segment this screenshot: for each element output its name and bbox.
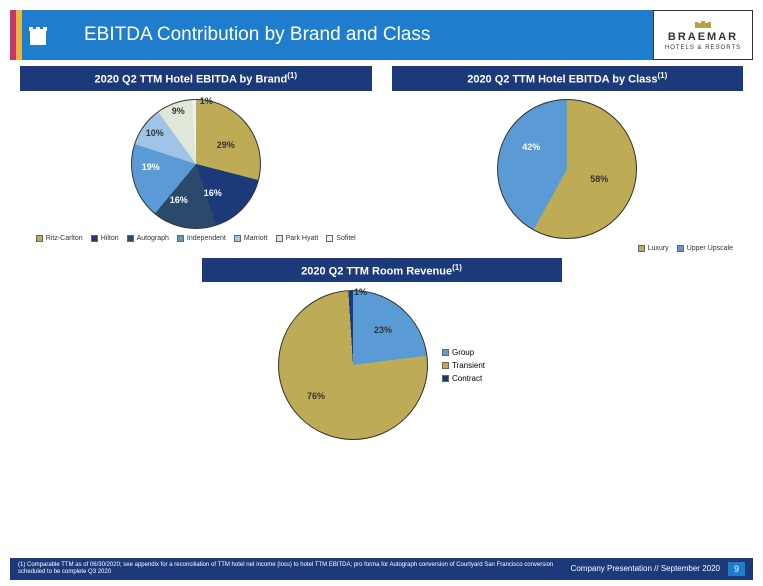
revenue-pie: 23% 76% 1% — [278, 290, 428, 440]
revenue-chart-title-text: 2020 Q2 TTM Room Revenue — [301, 265, 452, 277]
legend-label: Group — [452, 348, 474, 357]
class-chart-title-text: 2020 Q2 TTM Hotel EBITDA by Class — [467, 74, 657, 86]
brand-legend: Ritz-Carlton Hilton Autograph Independent Ma… — [20, 233, 372, 248]
class-chart-sup: (1) — [658, 71, 668, 80]
footer-note: (1) Comparable TTM as of 06/30/2020; see… — [18, 562, 571, 576]
top-charts-row: 2020 Q2 TTM Hotel EBITDA by Brand(1) 29%… — [0, 66, 763, 258]
pie-slice-label: 1% — [354, 287, 367, 297]
legend-label: Luxury — [648, 245, 669, 252]
legend-item: Upper Upscale — [677, 245, 733, 252]
class-chart-col: 2020 Q2 TTM Hotel EBITDA by Class(1) 58%… — [392, 66, 744, 258]
page-title: EBITDA Contribution by Brand and Class — [66, 10, 653, 60]
legend-item: Luxury — [638, 245, 669, 252]
pie-slice-label: 19% — [142, 162, 160, 172]
legend-label: Transient — [452, 361, 485, 370]
pie-slice-label: 10% — [146, 128, 164, 138]
brand-chart-sup: (1) — [287, 71, 297, 80]
legend-label: Sofitel — [336, 235, 355, 242]
pie-slice-label: 23% — [374, 325, 392, 335]
legend-item: Park Hyatt — [276, 235, 319, 242]
pie-slice-label: 16% — [204, 188, 222, 198]
footer-right-text: Company Presentation // September 2020 — [571, 564, 720, 573]
pie-slice-label: 29% — [217, 140, 235, 150]
legend-item: Hilton — [91, 235, 119, 242]
company-sub: HOTELS & RESORTS — [665, 45, 741, 51]
legend-label: Independent — [187, 235, 226, 242]
brand-pie-wrap: 29% 16% 16% 19% 10% 9% 1% — [20, 91, 372, 233]
legend-label: Park Hyatt — [286, 235, 319, 242]
company-logo: BRAEMAR HOTELS & RESORTS — [653, 10, 753, 60]
legend-swatch — [638, 245, 645, 252]
legend-item: Marriott — [234, 235, 268, 242]
class-pie-wrap: 58% 42% — [392, 91, 744, 243]
footer: (1) Comparable TTM as of 06/30/2020; see… — [10, 558, 753, 580]
legend-swatch — [177, 235, 184, 242]
brand-pie: 29% 16% 16% 19% 10% 9% 1% — [131, 99, 261, 229]
legend-label: Hilton — [101, 235, 119, 242]
revenue-legend: Group Transient Contract — [442, 348, 485, 383]
legend-swatch — [91, 235, 98, 242]
legend-item: Sofitel — [326, 235, 355, 242]
footer-right: Company Presentation // September 2020 9 — [571, 562, 745, 576]
legend-item: Transient — [442, 361, 485, 370]
legend-item: Contract — [442, 374, 485, 383]
company-name: BRAEMAR — [668, 31, 738, 43]
legend-swatch — [326, 235, 333, 242]
revenue-chart-sup: (1) — [452, 263, 462, 272]
brand-chart-title-text: 2020 Q2 TTM Hotel EBITDA by Brand — [94, 74, 287, 86]
legend-swatch — [677, 245, 684, 252]
pie-slice-label: 9% — [172, 106, 185, 116]
header: EBITDA Contribution by Brand and Class B… — [10, 10, 753, 60]
revenue-pie-wrap: 23% 76% 1% Group Transient Contract — [202, 282, 562, 448]
pie-slice-label: 1% — [200, 96, 213, 106]
legend-swatch — [442, 349, 449, 356]
revenue-row: 2020 Q2 TTM Room Revenue(1) 23% 76% 1% Gro… — [0, 258, 763, 449]
legend-item: Group — [442, 348, 485, 357]
legend-swatch — [234, 235, 241, 242]
legend-label: Contract — [452, 374, 482, 383]
legend-swatch — [36, 235, 43, 242]
class-legend: Luxury Upper Upscale — [392, 243, 744, 258]
brand-chart-title: 2020 Q2 TTM Hotel EBITDA by Brand(1) — [20, 66, 372, 91]
legend-swatch — [276, 235, 283, 242]
revenue-col: 2020 Q2 TTM Room Revenue(1) 23% 76% 1% Gro… — [202, 258, 562, 449]
legend-item: Ritz-Carlton — [36, 235, 83, 242]
legend-swatch — [127, 235, 134, 242]
revenue-chart-title: 2020 Q2 TTM Room Revenue(1) — [202, 258, 562, 283]
pie-slice-label: 76% — [307, 391, 325, 401]
legend-swatch — [442, 375, 449, 382]
legend-label: Ritz-Carlton — [46, 235, 83, 242]
legend-item: Independent — [177, 235, 226, 242]
legend-swatch — [442, 362, 449, 369]
page-number: 9 — [728, 562, 745, 576]
pie-slice-label: 16% — [170, 195, 188, 205]
class-chart-title: 2020 Q2 TTM Hotel EBITDA by Class(1) — [392, 66, 744, 91]
logo-icon — [10, 10, 66, 60]
legend-label: Autograph — [137, 235, 169, 242]
brand-chart-col: 2020 Q2 TTM Hotel EBITDA by Brand(1) 29%… — [20, 66, 372, 258]
pie-slice-label: 42% — [522, 142, 540, 152]
legend-label: Marriott — [244, 235, 268, 242]
class-pie: 58% 42% — [497, 99, 637, 239]
legend-item: Autograph — [127, 235, 169, 242]
pie-slice-label: 58% — [590, 174, 608, 184]
legend-label: Upper Upscale — [687, 245, 733, 252]
